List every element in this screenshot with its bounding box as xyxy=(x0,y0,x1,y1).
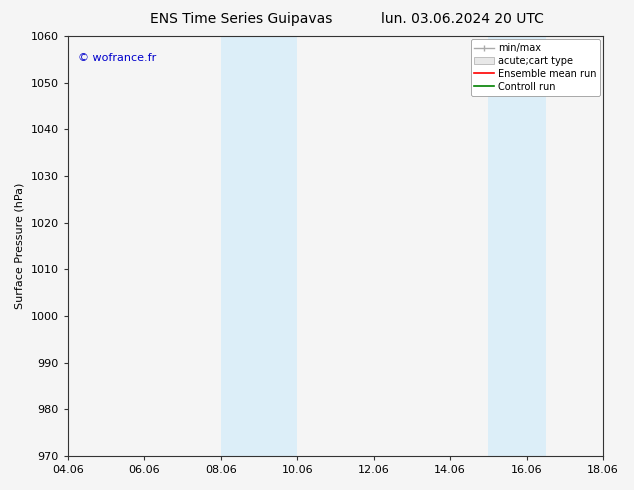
Text: ENS Time Series Guipavas: ENS Time Series Guipavas xyxy=(150,12,332,26)
Bar xyxy=(221,36,297,456)
Bar xyxy=(488,36,546,456)
Text: lun. 03.06.2024 20 UTC: lun. 03.06.2024 20 UTC xyxy=(382,12,544,26)
Y-axis label: Surface Pressure (hPa): Surface Pressure (hPa) xyxy=(15,183,25,309)
Text: © wofrance.fr: © wofrance.fr xyxy=(79,53,157,63)
Legend: min/max, acute;cart type, Ensemble mean run, Controll run: min/max, acute;cart type, Ensemble mean … xyxy=(470,39,600,96)
